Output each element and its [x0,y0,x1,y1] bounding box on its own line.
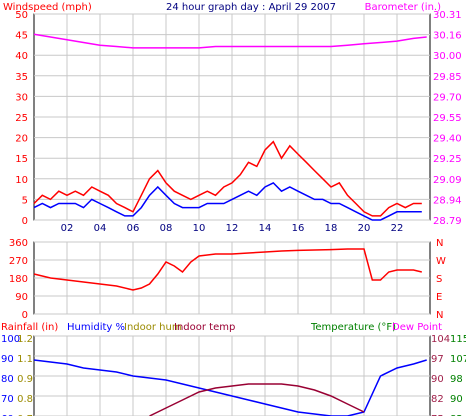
compass-tick: S [436,274,442,285]
y-right-tick: 29.85 [433,72,462,83]
compass-tick: E [436,292,442,303]
temperature-tick: 90 [431,374,444,385]
y-left-tick: 5 [22,195,28,206]
humidity-tick: 80 [1,374,14,385]
barometer-title: Barometer (in.) [365,2,441,13]
y-left-tick: 35 [15,72,28,83]
y-left-tick: 90 [15,292,28,303]
dew-point-tick: 115 [450,334,466,345]
y-left-tick: 360 [9,238,28,249]
y-left-tick: 25 [15,113,28,124]
x-tick: 22 [391,223,404,234]
windspeed-title: Windspeed (mph) [3,2,92,13]
series-line-0-2 [33,181,422,221]
x-tick: 12 [226,223,239,234]
dew-point-tick: 107 [450,354,466,365]
y-right-tick: 30.31 [433,10,462,21]
wind-baro-panel: 5045403530252015105030.3130.1630.0029.85… [15,10,461,234]
y-left-tick: 50 [15,10,28,21]
x-tick: 04 [94,223,107,234]
x-tick: 16 [292,223,305,234]
y-left-tick: 40 [15,51,28,62]
temperature-tick: 75 [431,414,444,416]
dew-point-title: Dew Point [392,322,442,333]
y-left-tick: 15 [15,154,28,165]
y-left-tick: 10 [15,175,28,186]
y-left-tick: 0 [22,310,28,321]
x-tick: 08 [160,223,173,234]
indoor-temp-title: Indoor temp [174,322,235,333]
series-line-2-0 [33,359,427,416]
y-left-tick: 20 [15,134,28,145]
x-tick: 18 [325,223,338,234]
humidity-tick: 100 [1,334,20,345]
y-left-tick: 270 [9,256,28,267]
rainfall-tick: 1.1 [17,354,33,365]
rainfall-tick: 0.9 [17,374,33,385]
x-tick: 10 [193,223,206,234]
y-left-tick: 30 [15,92,28,103]
x-tick: 02 [61,223,74,234]
rainfall-tick: 1.2 [17,334,33,345]
compass-tick: N [436,238,443,249]
humidity-tick: 90 [1,354,14,365]
compass-tick: W [436,256,446,267]
y-right-tick: 28.79 [433,216,462,227]
humidity-temp-panel: 100 90 80 70 60 1.2 1.1 0.9 0.8 0.7 104 97 90 82 75 115… [1,334,466,416]
y-right-tick: 30.16 [433,31,462,42]
rainfall-title: Rainfall (in) [1,322,58,333]
y-right-tick: 29.70 [433,92,462,103]
y-right-tick: 28.94 [433,195,462,206]
dew-point-tick: 98 [450,374,463,385]
humidity-tick: 60 [1,414,14,416]
humidity-tick: 70 [1,394,14,405]
y-right-tick: 29.55 [433,113,462,124]
y-right-tick: 29.25 [433,154,462,165]
x-tick: 14 [259,223,272,234]
dew-point-tick: 82 [450,414,463,416]
x-tick: 20 [358,223,371,234]
y-left-tick: 45 [15,31,28,42]
compass-tick: N [436,310,443,321]
y-left-tick: 0 [22,216,28,227]
rainfall-tick: 0.8 [17,394,33,405]
temperature-tick: 82 [431,394,444,405]
series-line-0-0 [33,33,427,49]
series-line-0-1 [33,140,422,217]
y-right-tick: 30.00 [433,51,462,62]
series-line-1-0 [33,248,422,291]
temperature-title: Temperature (°F) [310,322,396,333]
indoor-hum-title: Indoor hum [124,322,182,333]
y-right-tick: 29.09 [433,175,462,186]
y-right-tick: 29.40 [433,134,462,145]
series-line-2-1 [149,383,365,416]
humidity-title: Humidity % [67,322,125,333]
rainfall-tick: 0.7 [17,414,33,416]
temperature-tick: 104 [431,334,450,345]
chart-title: 24 hour graph day : April 29 2007 [166,2,336,13]
temperature-tick: 97 [431,354,444,365]
x-tick: 06 [127,223,140,234]
y-left-tick: 180 [9,274,28,285]
dew-point-tick: 90 [450,394,463,405]
